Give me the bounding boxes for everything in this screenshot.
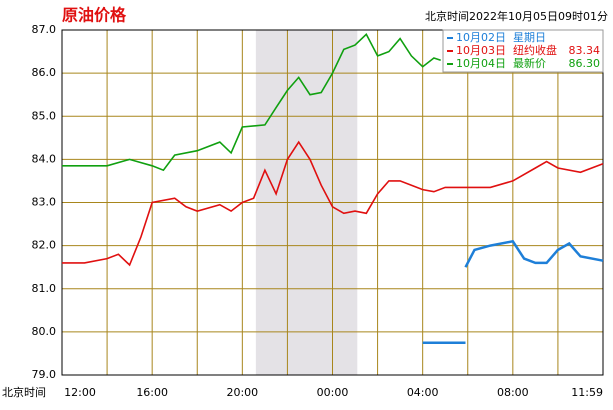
y-tick-label: 82.0 bbox=[32, 239, 57, 252]
x-tick-label: 08:00 bbox=[497, 386, 529, 399]
y-tick-label: 85.0 bbox=[32, 109, 57, 122]
y-tick-label: 79.0 bbox=[32, 368, 57, 381]
x-tick-label: 16:00 bbox=[136, 386, 168, 399]
legend-box bbox=[442, 29, 604, 73]
legend-note: 星期日 bbox=[513, 31, 546, 44]
x-tick-label: 11:59 bbox=[571, 386, 603, 399]
legend-value: 83.34 bbox=[569, 44, 601, 57]
y-tick-label: 84.0 bbox=[32, 152, 57, 165]
plot-border bbox=[61, 29, 604, 376]
legend-note: 纽约收盘 bbox=[513, 43, 557, 57]
x-axis-label: 北京时间 bbox=[2, 385, 46, 399]
legend-name: 10月03日 bbox=[456, 44, 506, 57]
y-tick-label: 83.0 bbox=[32, 196, 57, 209]
y-tick-label: 81.0 bbox=[32, 282, 57, 295]
chart-subtitle: 北京时间2022年10月05日09时01分 bbox=[425, 9, 608, 23]
legend-value: 86.30 bbox=[569, 57, 601, 70]
y-tick-label: 80.0 bbox=[32, 325, 57, 338]
y-tick-label: 87.0 bbox=[32, 23, 57, 36]
series-line bbox=[422, 239, 604, 344]
legend-name: 10月04日 bbox=[456, 57, 506, 70]
series-line bbox=[62, 140, 604, 267]
x-tick-label: 20:00 bbox=[226, 386, 258, 399]
chart-title: 原油价格 bbox=[62, 6, 127, 25]
series-line bbox=[62, 32, 441, 172]
legend-name: 10月02日 bbox=[456, 31, 506, 44]
legend-note: 最新价 bbox=[513, 56, 546, 70]
x-tick-label: 12:00 bbox=[64, 386, 96, 399]
x-tick-label: 00:00 bbox=[317, 386, 349, 399]
y-tick-label: 86.0 bbox=[32, 66, 57, 79]
x-tick-label: 04:00 bbox=[407, 386, 439, 399]
